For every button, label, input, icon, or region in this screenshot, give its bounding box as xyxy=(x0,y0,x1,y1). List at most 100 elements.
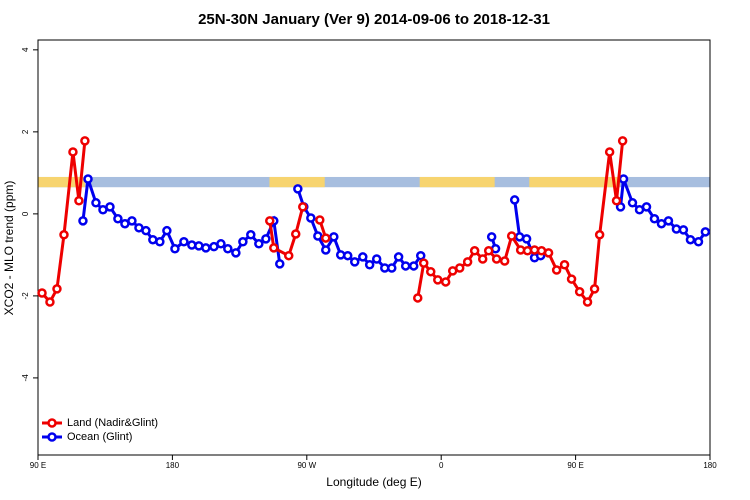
data-point xyxy=(321,233,331,243)
x-tick-label: 180 xyxy=(166,461,180,470)
data-point xyxy=(254,239,264,249)
data-point xyxy=(113,214,123,224)
data-point xyxy=(491,254,502,264)
y-tick-label: 0 xyxy=(21,211,30,216)
land-band xyxy=(38,176,86,188)
series-line xyxy=(619,178,707,244)
data-point xyxy=(371,254,382,264)
data-point xyxy=(454,263,465,273)
y-axis-label: XCO2 - MLO trend (ppm) xyxy=(2,181,16,316)
data-point xyxy=(306,213,316,223)
data-point xyxy=(80,136,90,146)
data-point xyxy=(433,275,443,285)
data-point xyxy=(269,243,279,253)
data-point xyxy=(162,225,172,236)
legend-marker xyxy=(47,432,57,442)
data-point xyxy=(604,147,615,157)
data-point xyxy=(315,215,325,225)
data-point xyxy=(91,198,101,208)
data-point xyxy=(141,225,151,236)
data-point xyxy=(45,297,55,307)
data-point xyxy=(617,136,628,146)
data-point xyxy=(408,261,419,271)
data-point xyxy=(693,237,704,247)
data-point xyxy=(275,259,285,269)
data-point xyxy=(78,216,88,226)
data-point xyxy=(566,274,577,284)
data-point xyxy=(223,243,233,254)
data-point xyxy=(627,198,638,208)
data-point xyxy=(477,254,488,264)
data-point xyxy=(649,214,660,224)
data-point xyxy=(358,252,368,262)
data-point xyxy=(216,239,226,249)
data-point xyxy=(298,202,308,212)
data-point xyxy=(499,256,510,266)
data-point xyxy=(74,196,84,206)
data-point xyxy=(551,265,562,275)
data-point xyxy=(329,232,339,242)
data-point xyxy=(127,216,137,226)
x-axis-label: Longitude (deg E) xyxy=(326,475,421,489)
data-point xyxy=(170,243,180,254)
data-point xyxy=(521,234,532,244)
y-tick-label: 2 xyxy=(21,129,30,134)
data-point xyxy=(594,230,605,240)
plot-frame xyxy=(37,39,711,456)
x-tick-label: 90 W xyxy=(297,461,316,470)
data-point xyxy=(611,196,622,206)
data-point xyxy=(618,174,629,184)
data-point xyxy=(201,243,211,253)
data-point xyxy=(261,234,271,244)
ocean-band xyxy=(38,176,710,188)
x-tick-label: 0 xyxy=(439,461,444,470)
data-point xyxy=(321,245,331,255)
data-point xyxy=(685,234,696,245)
data-point xyxy=(425,266,436,277)
data-point xyxy=(509,195,520,205)
data-point xyxy=(231,248,241,258)
data-point xyxy=(349,257,360,267)
data-point xyxy=(440,277,451,287)
land-band xyxy=(269,176,325,188)
data-point xyxy=(364,259,375,270)
chart-title: 25N-30N January (Ver 9) 2014-09-06 to 20… xyxy=(198,11,550,28)
data-point xyxy=(179,237,189,247)
legend-label: Ocean (Glint) xyxy=(67,431,132,443)
data-point xyxy=(486,232,497,242)
data-point xyxy=(589,284,600,294)
data-point xyxy=(265,216,275,226)
series-line xyxy=(81,178,282,265)
data-point xyxy=(313,231,323,241)
land-band xyxy=(529,176,620,188)
data-point xyxy=(506,231,517,241)
x-tick-label: 90 E xyxy=(30,461,46,470)
x-tick-label: 180 xyxy=(703,461,717,470)
data-point xyxy=(342,250,353,261)
data-point xyxy=(574,287,585,297)
legend-marker xyxy=(47,418,57,428)
data-point xyxy=(52,284,62,294)
data-point xyxy=(615,202,626,212)
data-point xyxy=(387,263,397,273)
data-point xyxy=(155,237,165,247)
data-point xyxy=(413,293,423,303)
series-line xyxy=(416,140,625,305)
y-tick-label: -2 xyxy=(21,292,30,300)
data-point xyxy=(393,252,404,262)
data-point xyxy=(418,258,429,268)
data-point xyxy=(238,237,248,247)
data-point xyxy=(415,250,426,261)
data-point xyxy=(483,246,494,256)
data-point xyxy=(462,257,473,267)
data-point xyxy=(68,147,78,157)
data-point xyxy=(641,202,652,212)
data-point xyxy=(663,216,674,226)
data-point xyxy=(246,230,256,240)
data-point xyxy=(293,184,303,194)
data-point xyxy=(700,227,711,237)
x-tick-label: 90 E xyxy=(567,461,583,470)
data-point xyxy=(559,259,570,270)
